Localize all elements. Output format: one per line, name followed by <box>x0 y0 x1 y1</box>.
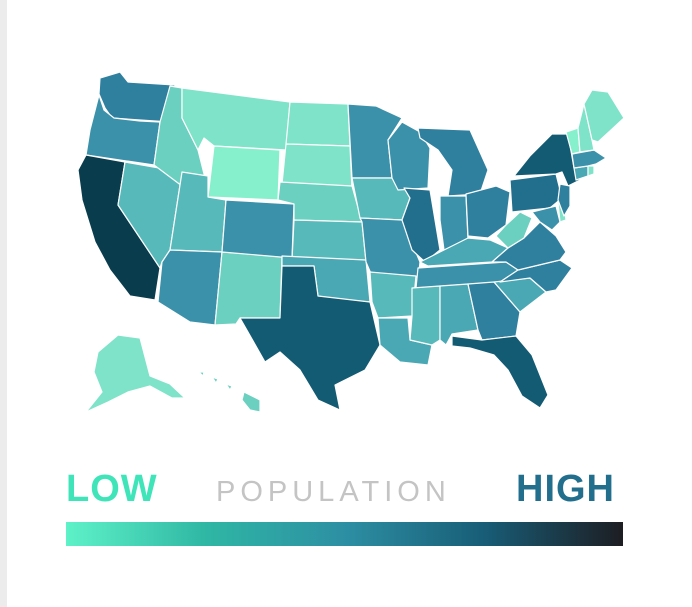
legend-title: POPULATION <box>216 476 451 508</box>
state-illinois[interactable] <box>401 187 441 263</box>
state-kentucky[interactable] <box>419 237 509 267</box>
state-florida[interactable] <box>451 335 549 409</box>
state-maryland[interactable] <box>531 205 561 231</box>
left-edge-strip <box>0 0 7 607</box>
state-new-mexico[interactable] <box>214 251 283 326</box>
legend-high-label: HIGH <box>516 468 615 510</box>
state-arkansas[interactable] <box>369 271 417 319</box>
state-montana[interactable] <box>181 87 291 151</box>
us-map <box>77 71 625 413</box>
state-new-jersey[interactable] <box>557 183 571 217</box>
legend-gradient-bar <box>66 522 623 546</box>
state-new-hampshire[interactable] <box>577 103 595 153</box>
legend-low-label: LOW <box>66 468 158 510</box>
state-texas[interactable] <box>239 265 381 411</box>
state-wisconsin[interactable] <box>387 121 431 191</box>
state-kansas[interactable] <box>291 219 367 263</box>
state-north-dakota[interactable] <box>285 101 351 147</box>
state-west-virginia[interactable] <box>495 211 533 249</box>
state-wyoming[interactable] <box>207 145 281 201</box>
state-colorado[interactable] <box>221 199 295 259</box>
state-louisiana[interactable] <box>377 317 433 366</box>
state-maine[interactable] <box>583 89 625 143</box>
state-alaska[interactable] <box>85 334 186 413</box>
state-hawaii[interactable] <box>198 371 261 413</box>
state-mississippi[interactable] <box>409 285 441 346</box>
state-pennsylvania[interactable] <box>509 173 563 213</box>
state-washington[interactable] <box>98 71 176 123</box>
state-arizona[interactable] <box>157 249 223 326</box>
state-rhode-island[interactable] <box>587 165 595 177</box>
